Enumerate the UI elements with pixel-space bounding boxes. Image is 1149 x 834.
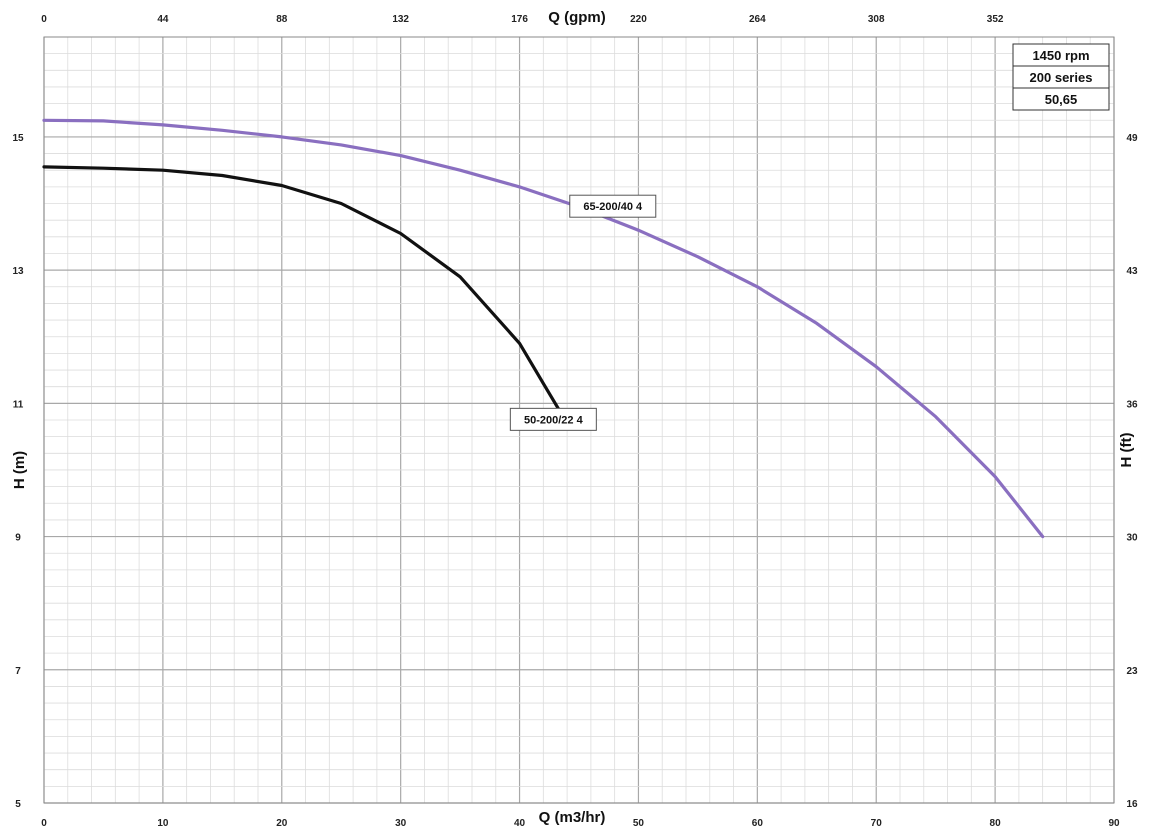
y-tick-label: 13	[12, 266, 24, 277]
y-tick-label: 11	[13, 399, 24, 410]
series-65-200-40-label-box	[569, 194, 657, 218]
series-labels: 65-200/40 4 50-200/22 4	[509, 194, 657, 431]
y-tick-label: 5	[15, 799, 21, 810]
x-tick-label: 60	[752, 818, 764, 829]
info-box: 1450 rpm 200 series 50,65	[1012, 43, 1110, 111]
y-axis-ticks: 5 7 9 11 13 15	[12, 133, 24, 810]
x-tick-label: 70	[871, 818, 883, 829]
y2-axis-title: H (ft)	[1118, 433, 1135, 468]
x2-tick-label: 308	[868, 14, 885, 25]
info-box-series: 200 series	[1030, 70, 1093, 85]
y2-tick-label: 16	[1126, 799, 1138, 810]
x2-tick-label: 44	[157, 14, 169, 25]
series-50-200-22-line	[42, 165, 569, 425]
y2-tick-label: 36	[1126, 399, 1138, 410]
series-layer	[42, 118, 1045, 539]
x-axis-ticks: 0 10 20 30 40 50 60 70 80 90	[41, 818, 1120, 829]
info-box-models: 50,65	[1045, 92, 1078, 107]
y2-tick-label: 43	[1126, 266, 1138, 277]
y-tick-label: 9	[15, 533, 21, 544]
x2-tick-label: 352	[987, 14, 1004, 25]
x2-axis-title: Q (gpm)	[548, 9, 606, 26]
x-tick-label: 30	[395, 818, 407, 829]
x-tick-label: 10	[157, 818, 169, 829]
x-tick-label: 20	[276, 818, 288, 829]
y2-axis-ticks: 16 23 30 36 43 49	[1126, 133, 1138, 810]
series-50-200-22-label-box	[509, 407, 597, 431]
y2-tick-label: 30	[1126, 533, 1138, 544]
x2-tick-label: 220	[630, 14, 647, 25]
x-tick-label: 40	[514, 818, 526, 829]
x2-tick-label: 88	[276, 14, 288, 25]
x2-tick-label: 0	[41, 14, 47, 25]
info-box-speed: 1450 rpm	[1032, 48, 1089, 63]
y-tick-label: 7	[15, 666, 21, 677]
x-tick-label: 80	[990, 818, 1002, 829]
info-box-row-3	[1012, 87, 1110, 111]
series-65-200-40-label: 65-200/40 4	[583, 201, 643, 213]
x-tick-label: 90	[1108, 818, 1120, 829]
x2-tick-label: 132	[392, 14, 409, 25]
series-65-200-40-line	[42, 118, 1045, 539]
y-axis-title: H (m)	[11, 451, 28, 489]
y2-tick-label: 23	[1126, 666, 1138, 677]
y-tick-label: 15	[12, 133, 24, 144]
x-tick-label: 50	[633, 818, 645, 829]
x2-axis-ticks: 0 44 88 132 176 220 264 308 352	[41, 14, 1004, 25]
x2-tick-label: 176	[511, 14, 528, 25]
y2-tick-label: 49	[1126, 133, 1138, 144]
x-tick-label: 0	[41, 818, 47, 829]
plot-frame	[43, 36, 1115, 804]
x2-tick-label: 264	[749, 14, 766, 25]
series-50-200-22-label: 50-200/22 4	[524, 414, 584, 426]
grid	[43, 36, 1115, 804]
x-axis-title: Q (m3/hr)	[539, 809, 606, 826]
